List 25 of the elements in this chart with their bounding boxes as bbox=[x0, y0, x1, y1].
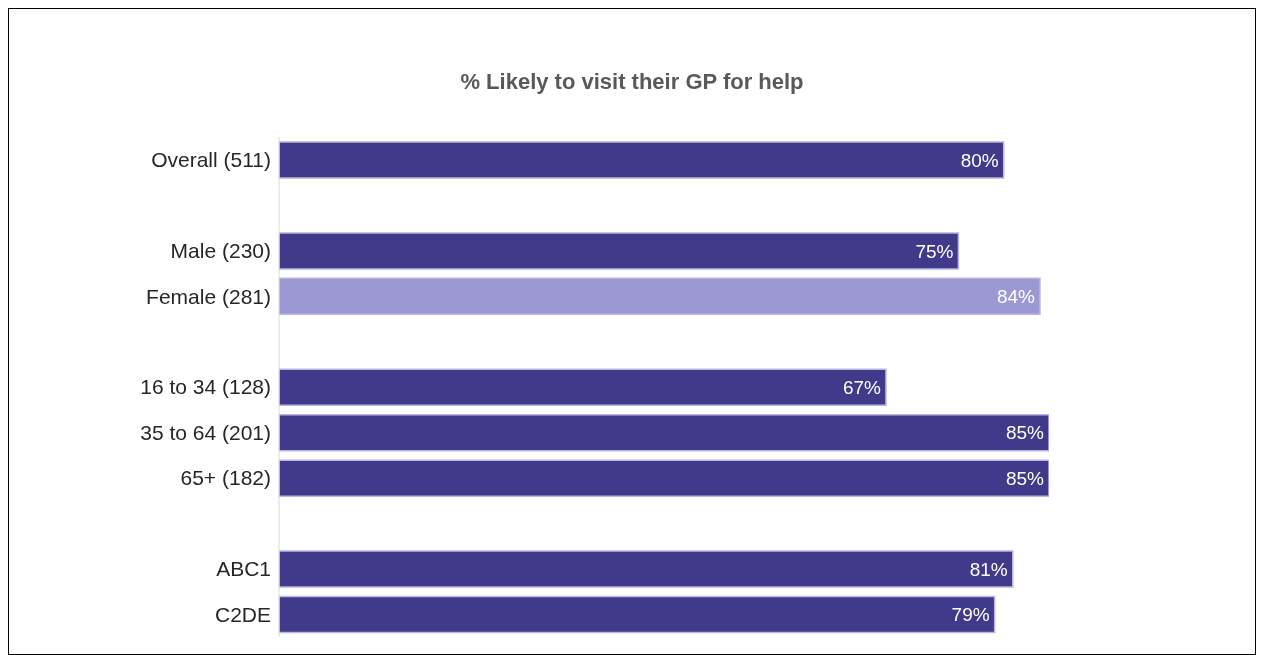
data-label: 85% bbox=[1005, 467, 1045, 489]
data-label: 79% bbox=[951, 604, 990, 626]
y-tick-label: Female (281) bbox=[146, 284, 271, 308]
data-label: 67% bbox=[842, 377, 882, 399]
data-label: 85% bbox=[1005, 422, 1045, 444]
data-label: 75% bbox=[915, 240, 954, 262]
y-tick-label: 35 to 64 (201) bbox=[140, 420, 271, 444]
bar bbox=[279, 141, 1005, 179]
bar bbox=[279, 232, 960, 270]
data-label: 80% bbox=[960, 149, 999, 171]
y-tick-label: Male (230) bbox=[170, 239, 271, 263]
y-tick-label: C2DE bbox=[214, 602, 271, 626]
bar bbox=[279, 550, 1014, 588]
data-label: 84% bbox=[996, 286, 1036, 308]
y-tick-label: 16 to 34 (128) bbox=[140, 375, 271, 399]
bar bbox=[279, 459, 1049, 497]
y-tick-label: ABC1 bbox=[216, 557, 271, 581]
y-tick-label: 65+ (182) bbox=[180, 466, 271, 490]
data-label: 81% bbox=[969, 558, 1008, 580]
chart-title: % Likely to visit their GP for help bbox=[459, 69, 805, 95]
bar bbox=[279, 368, 887, 407]
y-tick-label: Overall (511) bbox=[151, 148, 271, 172]
bar bbox=[279, 595, 996, 634]
bar bbox=[279, 413, 1049, 452]
bar bbox=[279, 277, 1041, 316]
